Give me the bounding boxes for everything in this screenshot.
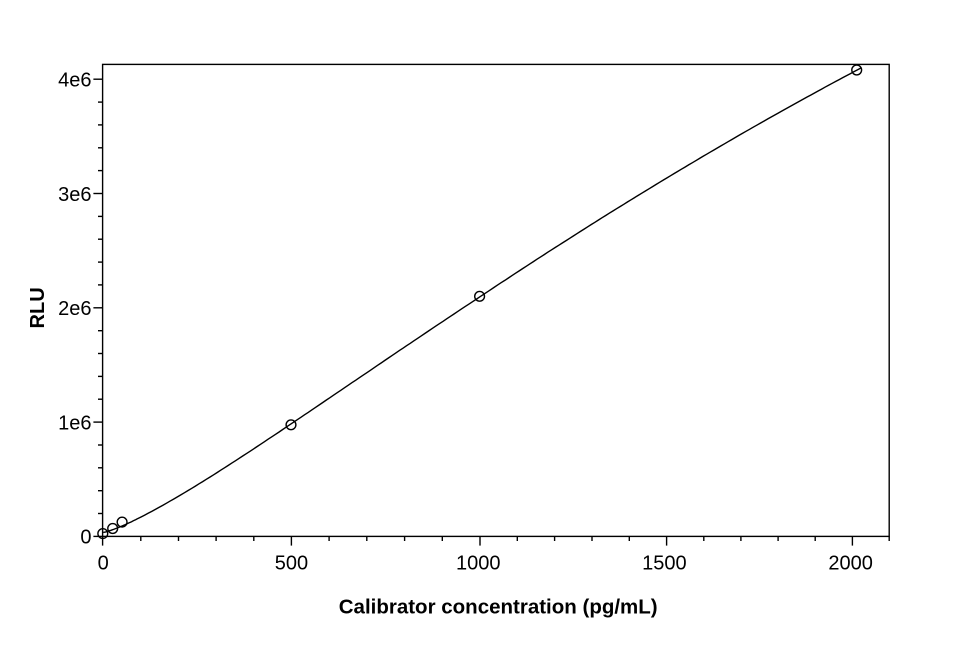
- svg-text:1000: 1000: [456, 552, 501, 574]
- svg-text:0: 0: [80, 527, 91, 549]
- svg-text:1e6: 1e6: [58, 412, 91, 434]
- svg-text:3e6: 3e6: [58, 184, 91, 206]
- svg-text:Calibrator concentration (pg/m: Calibrator concentration (pg/mL): [339, 596, 658, 619]
- svg-text:2e6: 2e6: [58, 298, 91, 320]
- svg-text:1500: 1500: [642, 552, 687, 574]
- svg-text:2000: 2000: [828, 552, 873, 574]
- svg-text:500: 500: [275, 552, 308, 574]
- svg-text:4e6: 4e6: [58, 70, 91, 92]
- svg-text:RLU: RLU: [27, 287, 49, 328]
- svg-text:0: 0: [98, 552, 109, 574]
